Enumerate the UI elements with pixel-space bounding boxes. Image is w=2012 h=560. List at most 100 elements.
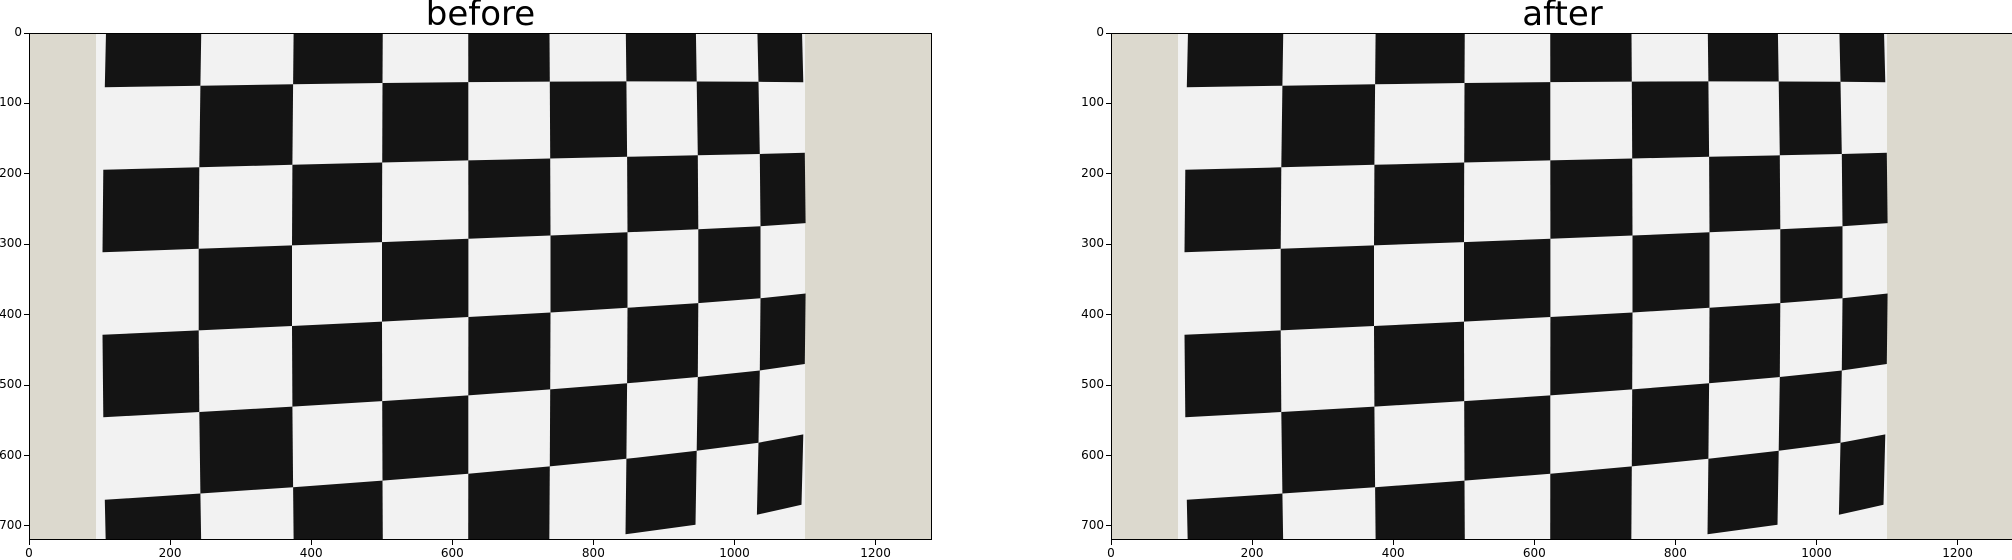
y-tick-label: 100 [1081, 95, 1104, 110]
board-square [102, 167, 200, 253]
image-axes-before [29, 33, 932, 540]
x-tick [1392, 540, 1394, 545]
y-tick-label: 600 [1081, 447, 1104, 462]
board-square [698, 226, 761, 304]
board-square [1375, 480, 1465, 540]
x-tick-label: 1000 [719, 546, 750, 560]
board-square [1464, 82, 1551, 163]
board-square [199, 84, 294, 168]
x-tick-label: 200 [158, 546, 182, 560]
x-tick [1110, 540, 1112, 545]
board-square [1281, 406, 1376, 494]
board-square [1550, 312, 1633, 396]
x-tick-label: 200 [1240, 546, 1264, 560]
checkerboard-photo [29, 33, 932, 540]
x-tick [451, 540, 453, 545]
board-square [1707, 450, 1779, 535]
y-tick-label: 600 [0, 447, 22, 462]
board-square [468, 158, 551, 239]
board-square [468, 312, 551, 396]
x-tick [169, 540, 171, 545]
x-tick [1957, 540, 1959, 545]
y-tick [24, 525, 29, 527]
board-square [549, 383, 628, 467]
board-square [293, 33, 383, 85]
board-square [1375, 33, 1465, 85]
board-square [759, 293, 806, 371]
x-tick [1815, 540, 1817, 545]
board-square [1632, 232, 1710, 313]
y-tick [24, 384, 29, 386]
y-tick-label: 300 [1081, 236, 1104, 251]
y-tick-label: 200 [0, 165, 22, 180]
board-square [1841, 293, 1888, 371]
board-square [1707, 33, 1779, 82]
y-tick-label: 0 [1096, 25, 1104, 39]
y-tick [24, 102, 29, 104]
board-square [382, 395, 469, 481]
board-square [1550, 466, 1632, 540]
y-tick-label: 400 [0, 306, 22, 321]
x-tick-label: 1000 [1801, 546, 1832, 560]
x-tick-label: 0 [25, 546, 33, 560]
y-tick [24, 173, 29, 175]
board-square [1184, 330, 1282, 418]
board-square [696, 370, 760, 451]
board-square [756, 434, 804, 515]
y-tick [1106, 314, 1111, 316]
board-square [550, 232, 628, 313]
x-tick-label: 0 [1107, 546, 1115, 560]
board-square [382, 238, 469, 322]
board-square [1374, 162, 1465, 246]
board-square [1186, 493, 1284, 540]
board-square [1838, 434, 1886, 515]
y-tick [24, 455, 29, 456]
y-tick [1106, 32, 1111, 34]
board-square [1184, 167, 1282, 253]
y-tick [1106, 102, 1111, 104]
x-tick [1533, 540, 1535, 545]
y-tick [1106, 173, 1111, 175]
y-tick [24, 314, 29, 316]
panel-title: before [425, 0, 536, 34]
board-square [549, 81, 628, 159]
x-tick [875, 540, 877, 545]
board-square [1709, 155, 1781, 233]
x-tick [1674, 540, 1676, 545]
x-tick-label: 400 [1381, 546, 1405, 560]
board-square [1550, 158, 1633, 239]
board-square [292, 321, 383, 407]
y-tick-label: 500 [0, 377, 22, 392]
x-tick-label: 600 [440, 546, 464, 560]
board-square [468, 466, 550, 540]
x-tick-label: 400 [299, 546, 323, 560]
board-square [1709, 303, 1781, 384]
board-square [1550, 33, 1632, 83]
board-square [1186, 33, 1284, 88]
y-tick-label: 700 [1081, 517, 1104, 532]
y-tick [24, 243, 29, 245]
board-square [627, 303, 699, 384]
board-square [102, 330, 200, 418]
y-tick [1106, 243, 1111, 245]
board-square [1839, 33, 1886, 83]
board-square [292, 162, 383, 246]
x-tick [592, 540, 594, 545]
y-tick-label: 400 [1081, 306, 1104, 321]
board-square [696, 81, 760, 156]
x-tick [28, 540, 30, 545]
board-square [104, 493, 202, 540]
x-tick [733, 540, 735, 545]
x-tick-label: 1200 [860, 546, 891, 560]
y-tick [1106, 384, 1111, 386]
board-square [627, 155, 699, 233]
board-square [1631, 383, 1710, 467]
x-tick-label: 600 [1522, 546, 1546, 560]
x-tick-label: 800 [581, 546, 605, 560]
board-square [1780, 226, 1843, 304]
x-tick-label: 800 [1663, 546, 1687, 560]
x-tick-label: 1200 [1942, 546, 1973, 560]
panel-before: before 0 200 400 600 800 1000 1200 0 100 200 300 40… [0, 0, 1000, 560]
board-square [1281, 84, 1376, 168]
board-square [1841, 152, 1888, 227]
